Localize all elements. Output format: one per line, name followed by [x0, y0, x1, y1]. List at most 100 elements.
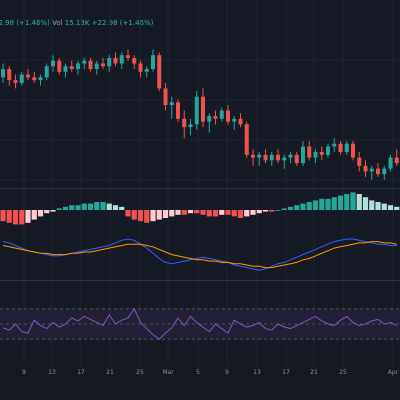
macd-histogram-bar [50, 210, 56, 212]
signal-line [2, 241, 397, 269]
macd-histogram-bar [394, 206, 400, 210]
candle-body [19, 74, 24, 83]
macd-histogram-bar [144, 210, 150, 223]
macd-histogram-bar [162, 210, 169, 218]
macd-histogram-bar [194, 210, 200, 214]
macd-histogram-bar [312, 200, 319, 210]
candle-body [201, 96, 205, 122]
macd-histogram-bar [137, 210, 144, 222]
macd-histogram-bar [387, 205, 394, 210]
candle-body [107, 57, 112, 67]
macd-histogram-bar [12, 210, 19, 225]
macd-histogram-bar [337, 195, 344, 210]
macd-histogram-bar [219, 210, 225, 215]
time-axis-label: 17 [77, 369, 85, 376]
candle-body [382, 168, 387, 175]
candle-body [276, 154, 280, 161]
candle-body [226, 110, 230, 122]
macd-histogram-bar [69, 205, 75, 210]
legend-change: 22.98 (+1.46%) [0, 19, 50, 27]
legend-volume-value: 15.13K [64, 19, 90, 27]
candle-body [44, 66, 49, 78]
legend-volume-label: Vol [52, 19, 63, 27]
macd-histogram-bar [350, 192, 356, 210]
candle-body [376, 168, 380, 175]
macd-histogram-bar [81, 203, 87, 210]
candle-body [232, 118, 237, 122]
macd-histogram-bar [175, 210, 181, 215]
candle-body [194, 96, 199, 125]
legend: 22.98 (+1.46%) Vol 15.13K +22.98 (+1.46%… [0, 19, 153, 28]
candle-body [144, 69, 149, 72]
candle-body [263, 154, 268, 161]
macd-histogram-bar [87, 203, 94, 210]
candle-body [244, 124, 249, 155]
macd-histogram-bar [269, 210, 275, 212]
macd-histogram-bar [262, 210, 269, 212]
candle-body [1, 69, 5, 78]
candle-body [388, 157, 393, 169]
macd-histogram-bar [300, 203, 306, 210]
candle-body [88, 60, 93, 70]
candle-body [288, 154, 293, 158]
macd-histogram-bar [287, 206, 294, 210]
candle-body [301, 146, 305, 164]
candle-body [394, 157, 399, 164]
macd-histogram-bar [231, 210, 237, 217]
candle-body [157, 55, 162, 89]
macd-histogram-bar [169, 210, 175, 217]
candle-body [151, 55, 155, 70]
candle-body [319, 152, 324, 155]
macd-histogram-bar [31, 210, 37, 220]
macd-histogram-bar [319, 198, 325, 210]
candle-body [63, 66, 68, 72]
macd-histogram-bar [256, 210, 262, 214]
macd-histogram-bar [150, 210, 156, 222]
macd-histogram-bar [206, 210, 212, 217]
macd-histogram-bar [19, 210, 25, 225]
candle-body [176, 102, 180, 119]
candle-body [269, 154, 274, 161]
candle-body [326, 146, 330, 155]
candle-body [307, 146, 312, 158]
legend-volume-change: +22.98 (+1.46%) [91, 19, 154, 27]
candle-body [94, 63, 99, 70]
macd-histogram-bar [356, 194, 362, 210]
macd-histogram-bar [25, 210, 31, 223]
candle-body [32, 77, 37, 81]
macd-histogram-bar [306, 202, 312, 210]
macd-histogram-bar [62, 206, 69, 210]
candle-body [363, 165, 368, 172]
time-axis-label: 9 [225, 369, 229, 376]
candle-body [13, 80, 18, 83]
candle-body [82, 60, 87, 64]
macd-histogram-bar [56, 208, 62, 210]
macd-histogram-bar [375, 202, 381, 210]
candle-body [257, 154, 262, 158]
candle-body [26, 74, 30, 78]
macd-histogram-bar [294, 205, 300, 210]
macd-histogram-bar [131, 210, 137, 220]
time-axis-label: Apr [387, 369, 399, 376]
macd-histogram-bar [275, 210, 281, 211]
candle-body [138, 63, 143, 72]
macd-histogram-bar [125, 210, 131, 217]
macd-histogram-bar [100, 202, 106, 210]
time-axis: 9 13 17 21 25 Mar 5 9 13 17 21 25 Apr [0, 366, 400, 400]
macd-histogram-bar [331, 197, 337, 210]
macd-histogram-bar [119, 206, 125, 210]
candle-body [76, 63, 80, 70]
candle-body [338, 143, 343, 153]
macd-histogram-bar [187, 210, 194, 214]
macd-histogram-bar [200, 210, 206, 215]
candle-body [251, 154, 255, 158]
candle-body [213, 116, 218, 119]
time-axis-label: Mar [162, 369, 174, 376]
candle-body [219, 110, 224, 119]
candle-body [69, 66, 74, 70]
candle-body [182, 118, 187, 128]
candle-body [294, 154, 299, 164]
candle-body [113, 57, 118, 64]
